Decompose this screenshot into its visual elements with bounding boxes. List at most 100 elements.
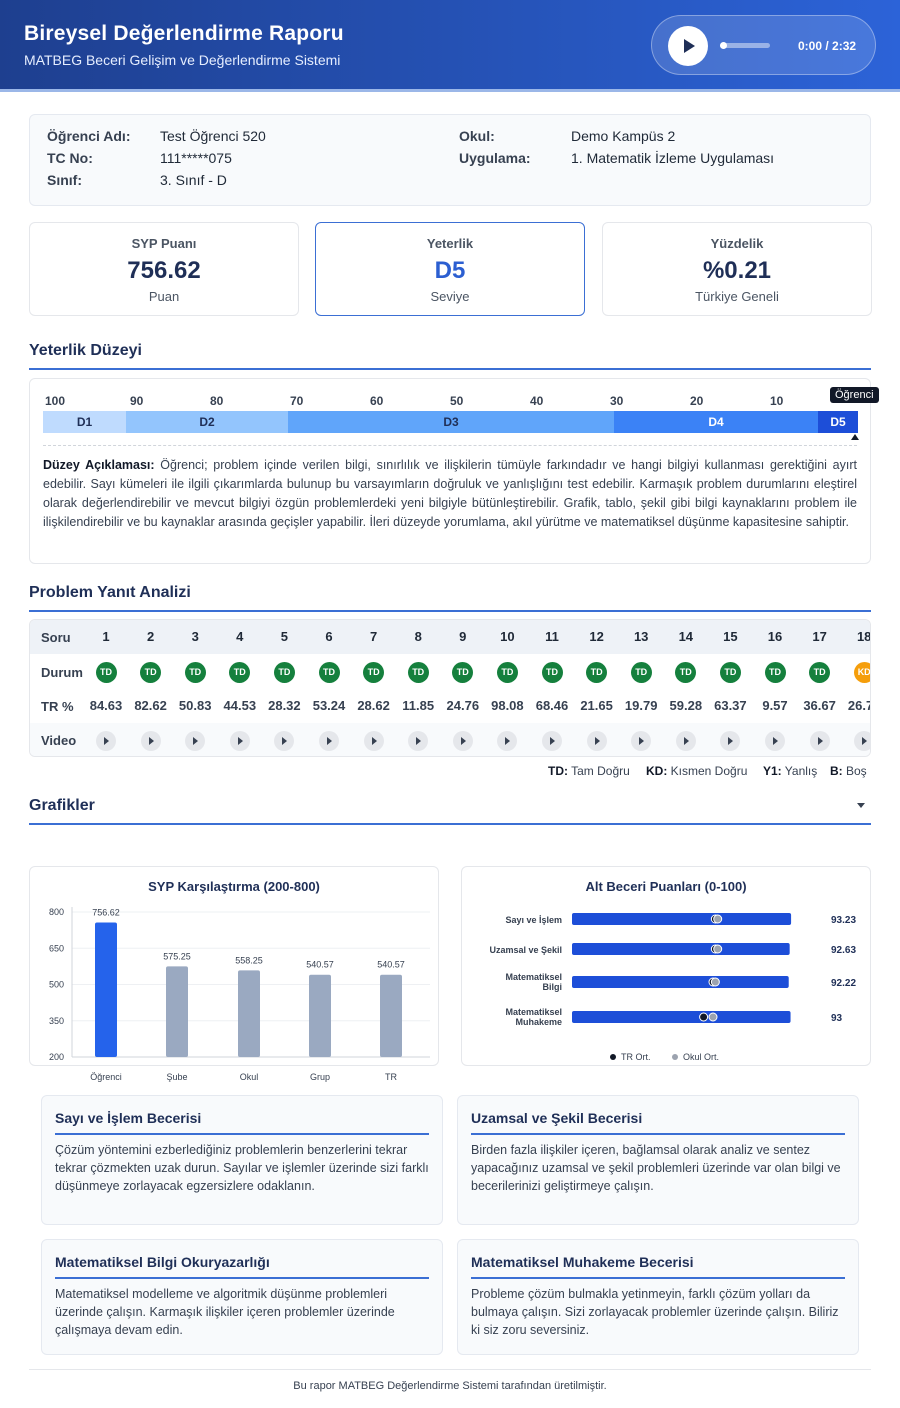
play-video-icon[interactable]	[497, 730, 518, 751]
audio-player: 0:00 / 2:32	[651, 15, 876, 75]
video-cell	[842, 723, 870, 756]
legend-code: TD:	[548, 764, 568, 778]
audio-progress-slider[interactable]	[720, 42, 770, 49]
play-video-icon[interactable]	[185, 730, 206, 751]
stat-subtitle: Türkiye Geneli	[695, 289, 779, 304]
status-badge: KD	[853, 662, 870, 684]
question-number: 10	[500, 629, 515, 644]
play-video-icon[interactable]	[854, 730, 870, 751]
legend-school-icon	[672, 1054, 678, 1060]
play-video-icon[interactable]	[96, 730, 116, 751]
school-avg-marker	[713, 944, 723, 954]
status-cell: TD	[708, 655, 752, 689]
tr-percent-cell: 98.08	[491, 698, 524, 713]
tr-percent-cell: 11.85	[402, 698, 435, 713]
advice-body: Birden fazla ilişkiler içeren, bağlamsal…	[471, 1143, 841, 1193]
status-badge: TD	[630, 662, 652, 684]
status-cell: TD	[485, 655, 529, 689]
play-video-icon[interactable]	[229, 730, 250, 751]
bar-0	[95, 922, 117, 1057]
play-icon[interactable]	[668, 26, 708, 66]
level-tick-label: 40	[530, 394, 544, 408]
status-cell: TD	[798, 655, 842, 689]
video-cell	[129, 723, 173, 756]
legend-code: KD:	[646, 764, 668, 778]
legend-code: B:	[830, 764, 843, 778]
play-video-icon[interactable]	[631, 730, 652, 751]
student-name-label: Öğrenci Adı:	[47, 128, 131, 144]
progress-knob[interactable]	[720, 42, 727, 49]
play-video-icon[interactable]	[363, 730, 384, 751]
play-video-icon[interactable]	[720, 730, 741, 751]
stat-value: D5	[434, 257, 466, 284]
play-video-icon[interactable]	[408, 730, 429, 751]
play-video-icon[interactable]	[809, 730, 830, 751]
play-video-icon[interactable]	[542, 730, 562, 751]
tr-percent-cell: 28.32	[268, 698, 301, 713]
chart-title: SYP Karşılaştırma (200-800)	[148, 879, 320, 894]
tr-percent-cell: 44.53	[223, 698, 257, 713]
tr-percent-row: TR % 84.63 82.62 50.83 44.53 28.32 53.24 28.62 1…	[30, 689, 870, 723]
percentile-card: Yüzdelik %0.21 Türkiye Geneli	[602, 222, 872, 316]
play-video-icon[interactable]	[452, 730, 473, 751]
stat-subtitle: Seviye	[430, 289, 470, 304]
bar-chart-svg: 800 650 500 350 200 756.62 Öğrenci 575.25 Şube 55…	[49, 907, 430, 1082]
stat-title: SYP Puanı	[131, 236, 197, 251]
charts-section-title[interactable]: Grafikler	[29, 797, 871, 825]
status-badge: TD	[809, 662, 831, 684]
legend-code: Y1:	[763, 764, 782, 778]
stat-title: Yeterlik	[426, 236, 474, 251]
status-cell: TD	[218, 655, 262, 689]
tr-percent-cell: 21.65	[580, 698, 613, 713]
status-cell: TD	[530, 655, 574, 689]
play-video-icon[interactable]	[274, 730, 295, 751]
status-cell: TD	[575, 655, 619, 689]
question-number: 6	[325, 629, 333, 644]
chevron-down-icon[interactable]	[857, 803, 865, 808]
y-tick-label: 800	[49, 907, 64, 917]
status-cell: TD	[753, 655, 797, 689]
question-number: 16	[767, 629, 783, 644]
legend-school-label: Okul Ort.	[683, 1052, 719, 1062]
question-number: 13	[633, 629, 649, 644]
desc-text: Öğrenci; problem içinde verilen bilgi, s…	[43, 458, 857, 529]
skill-bar	[572, 913, 792, 925]
play-video-icon[interactable]	[319, 730, 339, 751]
report-header: Bireysel Değerlendirme Raporu MATBEG Bec…	[0, 0, 900, 92]
tr-percent-cell: 63.37	[714, 698, 747, 713]
level-tick-label: 60	[370, 394, 384, 408]
level-segment-d2: D2	[126, 411, 288, 433]
status-cell: TD	[173, 655, 217, 689]
app-value: 1. Matematik İzleme Uygulaması	[571, 150, 775, 166]
play-video-icon[interactable]	[765, 730, 785, 751]
tr-percent-cell: 84.63	[89, 698, 123, 713]
y-tick-label: 200	[49, 1052, 64, 1062]
skill-value: 93.23	[831, 915, 856, 926]
syp-comparison-chart: SYP Karşılaştırma (200-800) 800 650 500 350…	[29, 866, 439, 1082]
skill-bar	[572, 943, 790, 955]
class-label: Sınıf:	[47, 172, 82, 188]
skill-label-line: Muhakeme	[515, 1017, 562, 1027]
school-avg-marker	[710, 977, 720, 987]
legend-text: Tam Doğru	[568, 764, 630, 778]
play-video-icon[interactable]	[675, 730, 696, 751]
play-video-icon[interactable]	[140, 730, 161, 751]
play-video-icon[interactable]	[586, 730, 607, 751]
video-cell	[798, 723, 842, 756]
video-cell	[485, 723, 529, 756]
student-info-card: Öğrenci Adı: Test Öğrenci 520 TC No: 111…	[29, 114, 871, 206]
video-cell	[84, 723, 128, 756]
report-subtitle: MATBEG Beceri Gelişim ve Değerlendirme S…	[24, 52, 341, 68]
level-segment-d4: D4	[614, 411, 818, 433]
status-badge: TD	[318, 662, 340, 684]
status-cell: TD	[664, 655, 708, 689]
status-cell: TD	[307, 655, 351, 689]
level-tick-label: 80	[210, 394, 224, 408]
status-badge: TD	[541, 662, 563, 684]
skill-value: 92.22	[831, 978, 856, 989]
chart-title: Alt Beceri Puanları (0-100)	[585, 879, 747, 894]
skill-label: Matematiksel Bilgi	[505, 972, 562, 992]
x-category-label: Okul	[240, 1072, 259, 1082]
level-description: Düzey Açıklaması: Öğrenci; problem içind…	[43, 445, 857, 532]
stat-value: %0.21	[702, 257, 772, 284]
